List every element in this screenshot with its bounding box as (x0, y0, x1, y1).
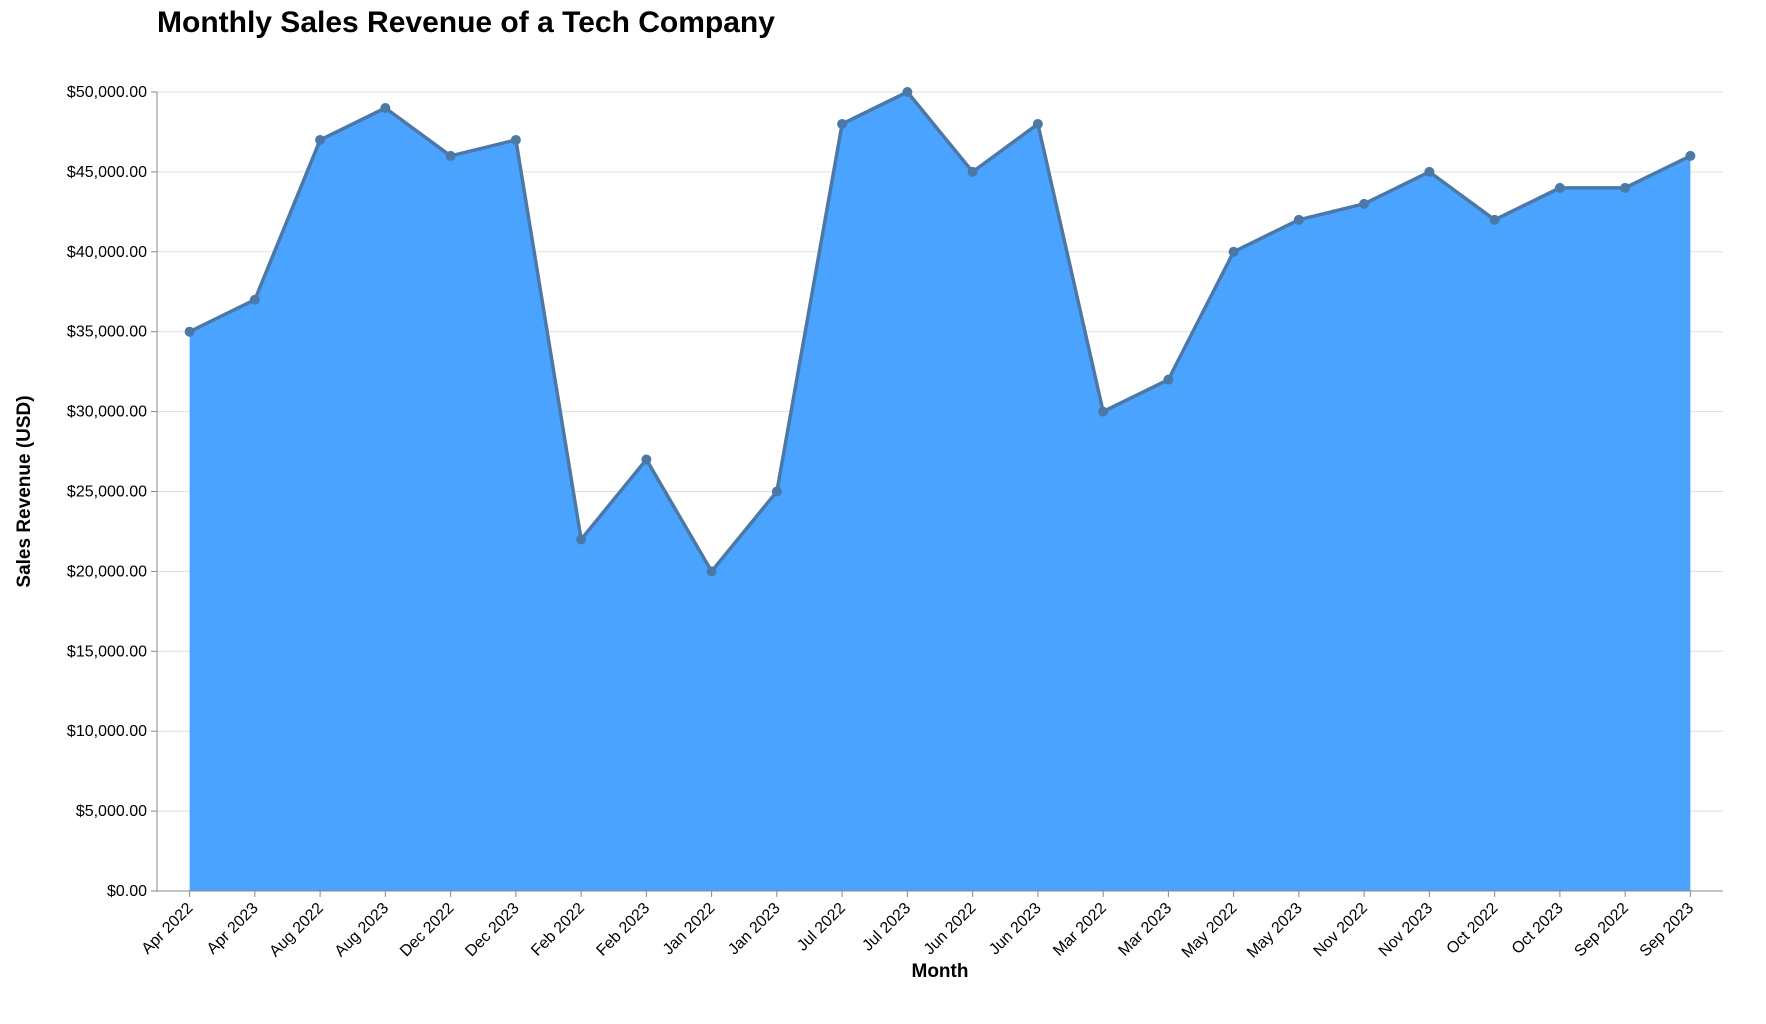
data-point (967, 166, 978, 177)
data-point (445, 150, 456, 161)
x-tick-label: Jul 2022 (794, 900, 849, 955)
x-axis-title: Month (912, 961, 969, 982)
data-point (902, 87, 913, 97)
x-tick-label: Dec 2023 (462, 900, 523, 961)
y-axis-title: Sales Revenue (USD) (14, 395, 35, 587)
area-fill (189, 92, 1691, 891)
data-point (1685, 150, 1696, 161)
x-tick-label: Oct 2022 (1444, 900, 1502, 958)
data-point (1620, 182, 1631, 193)
x-tick-label: Mar 2023 (1115, 900, 1175, 960)
x-tick-label: Nov 2023 (1376, 900, 1437, 961)
x-tick-label: Feb 2023 (593, 900, 653, 960)
x-tick-label: Jul 2023 (859, 900, 914, 955)
x-tick-label: Jan 2022 (660, 900, 719, 959)
data-point (1293, 214, 1304, 225)
x-tick-label: Feb 2022 (528, 900, 588, 960)
y-tick-label: $35,000.00 (67, 324, 147, 341)
data-point (771, 486, 782, 497)
data-point (1554, 182, 1565, 193)
data-point (1032, 118, 1043, 129)
data-point (510, 134, 521, 145)
chart-title: Monthly Sales Revenue of a Tech Company (157, 6, 775, 39)
y-tick-label: $5,000.00 (76, 803, 147, 820)
y-tick-label: $45,000.00 (67, 164, 147, 181)
data-point (641, 454, 652, 465)
x-tick-label: Mar 2022 (1050, 900, 1110, 960)
y-tick-label: $25,000.00 (67, 484, 147, 501)
y-tick-label: $50,000.00 (67, 84, 147, 101)
data-point (1359, 198, 1370, 209)
y-tick-label: $40,000.00 (67, 244, 147, 261)
x-tick-label: Oct 2023 (1509, 900, 1567, 958)
x-tick-label: Sep 2023 (1637, 900, 1698, 961)
x-tick-label: Apr 2022 (139, 900, 197, 958)
series-line (188, 90, 1692, 574)
data-point (380, 102, 391, 113)
x-tick-label: Aug 2022 (266, 900, 327, 961)
x-tick-label: May 2022 (1179, 900, 1241, 962)
y-tick-label: $10,000.00 (67, 723, 147, 740)
data-point (837, 118, 848, 129)
data-point (1163, 374, 1174, 385)
data-point (249, 294, 260, 305)
data-point (706, 566, 717, 577)
y-tick-label: $0.00 (107, 883, 147, 900)
x-tick-label: Nov 2022 (1310, 900, 1371, 961)
x-tick-label: Dec 2022 (397, 900, 458, 961)
data-point (576, 534, 587, 545)
data-point (184, 326, 195, 337)
data-point (1424, 166, 1435, 177)
x-tick-label: Jun 2022 (921, 900, 980, 959)
y-tick-label: $30,000.00 (67, 404, 147, 421)
x-tick-label: Sep 2022 (1571, 900, 1632, 961)
data-point (315, 134, 326, 145)
data-point (1489, 214, 1500, 225)
y-tick-label: $15,000.00 (67, 643, 147, 660)
x-tick-label: Aug 2023 (332, 900, 393, 961)
y-tick-label: $20,000.00 (67, 563, 147, 580)
x-tick-label: Apr 2023 (204, 900, 262, 958)
x-tick-label: Jun 2023 (986, 900, 1045, 959)
data-point (1098, 406, 1109, 417)
data-point (1228, 246, 1239, 257)
x-tick-label: May 2023 (1244, 900, 1306, 962)
x-tick-label: Jan 2023 (725, 900, 784, 959)
